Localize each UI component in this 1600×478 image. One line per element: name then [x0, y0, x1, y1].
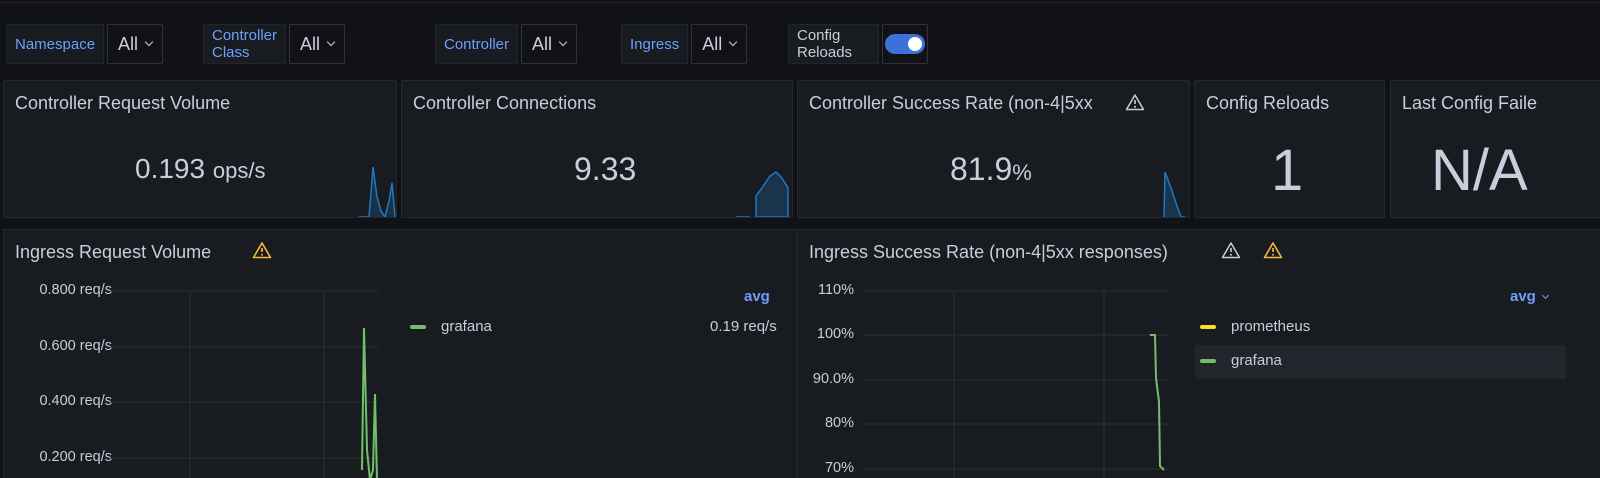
panel-title: Controller Connections — [413, 93, 597, 113]
warning-icon[interactable] — [252, 241, 272, 259]
sparkline — [736, 171, 789, 217]
legend-value: 0.19 req/s — [710, 318, 777, 335]
legend-item-prometheus[interactable]: prometheus — [1200, 318, 1310, 335]
chevron-down-icon — [144, 37, 154, 47]
panel-title: Ingress Success Rate (non-4|5xx response… — [809, 242, 1168, 262]
y-tick-label: 100% — [816, 326, 854, 342]
stat-number: 9.33 — [574, 151, 637, 187]
last-config-failed-panel[interactable]: Last Config Faile N/A — [1390, 80, 1600, 218]
legend-calc-header[interactable]: avg — [744, 288, 770, 305]
panel-title: Last Config Faile — [1402, 93, 1538, 113]
chevron-down-icon — [1541, 291, 1549, 299]
controller-variable: Controller All — [435, 24, 578, 64]
stat-value: 81.9% — [950, 151, 1032, 188]
namespace-label: Namespace — [6, 24, 105, 64]
namespace-select[interactable]: All — [107, 24, 164, 64]
controller-connections-panel[interactable]: Controller Connections 9.33 — [401, 80, 793, 218]
warning-outline-icon[interactable] — [1125, 93, 1145, 111]
controller-class-select[interactable]: All — [289, 24, 346, 64]
warning-icon[interactable] — [1263, 241, 1283, 259]
panel-title: Controller Request Volume — [15, 93, 231, 113]
ingress-select[interactable]: All — [691, 24, 748, 64]
config-reloads-variable: Config Reloads — [788, 24, 929, 64]
ingress-request-volume-plot — [110, 290, 379, 478]
controller-class-label: Controller Class — [203, 24, 287, 64]
config-reloads-panel[interactable]: Config Reloads 1 — [1194, 80, 1385, 218]
stat-unit: % — [1012, 160, 1032, 185]
y-tick-label: 90.0% — [812, 371, 854, 387]
controller-class-variable: Controller Class All — [203, 24, 346, 64]
controller-request-volume-panel[interactable]: Controller Request Volume 0.193 ops/s — [3, 80, 397, 218]
panel-title: Config Reloads — [1206, 93, 1330, 113]
config-reloads-toggle-wrap — [881, 24, 929, 64]
panel-title: Ingress Request Volume — [15, 242, 212, 262]
ingress-variable: Ingress All — [621, 24, 748, 64]
ingress-label: Ingress — [621, 24, 689, 64]
warning-outline-icon[interactable] — [1221, 241, 1241, 259]
y-tick-label: 0.400 req/s — [39, 393, 112, 409]
toggle-knob — [907, 37, 922, 51]
sparkline — [359, 166, 396, 217]
y-tick-label: 0.800 req/s — [39, 282, 112, 298]
controller-class-value: All — [300, 33, 321, 54]
legend-swatch — [1200, 358, 1216, 363]
y-tick-label: 110% — [817, 282, 854, 298]
legend-label: prometheus — [1231, 318, 1311, 335]
legend-item-grafana[interactable]: grafana — [410, 318, 492, 335]
ingress-success-rate-plot — [864, 290, 1168, 478]
config-reloads-toggle[interactable] — [884, 34, 925, 54]
legend-item-grafana[interactable]: grafana — [1200, 352, 1282, 369]
stat-unit: ops/s — [212, 158, 266, 183]
config-reloads-label: Config Reloads — [788, 24, 879, 64]
y-tick-label: 80% — [824, 415, 854, 431]
ingress-request-volume-panel[interactable]: Ingress Request Volume 0.800 req/s 0.600… — [3, 229, 803, 478]
controller-select[interactable]: All — [521, 24, 578, 64]
stat-number: 1 — [1271, 138, 1304, 203]
y-tick-label: 70% — [824, 460, 854, 476]
legend-calc-header[interactable]: avg — [1510, 288, 1549, 305]
sparkline — [1163, 171, 1185, 217]
legend-label: grafana — [441, 318, 492, 335]
y-tick-label: 0.200 req/s — [39, 449, 112, 465]
stat-number: 81.9 — [950, 151, 1013, 187]
stat-number: 0.193 — [135, 153, 206, 184]
chevron-down-icon — [326, 37, 336, 47]
chevron-down-icon — [558, 37, 568, 47]
namespace-variable: Namespace All — [6, 24, 164, 64]
chevron-down-icon — [728, 37, 738, 47]
legend-swatch — [410, 324, 426, 329]
legend-label: grafana — [1231, 352, 1282, 369]
stat-number: N/A — [1431, 138, 1528, 203]
legend-swatch — [1200, 324, 1216, 329]
legend-calc-label: avg — [1510, 288, 1536, 305]
controller-value: All — [532, 33, 553, 54]
ingress-value: All — [702, 33, 723, 54]
y-tick-label: 0.600 req/s — [39, 338, 112, 354]
panel-title: Controller Success Rate (non-4|5xx — [809, 93, 1093, 113]
controller-success-rate-panel[interactable]: Controller Success Rate (non-4|5xx 81.9% — [797, 80, 1190, 218]
top-divider — [0, 2, 1600, 3]
legend-row-highlight — [1195, 345, 1566, 379]
controller-label: Controller — [435, 24, 519, 64]
ingress-success-rate-panel[interactable]: Ingress Success Rate (non-4|5xx response… — [797, 229, 1600, 478]
stat-value: 0.193 ops/s — [135, 153, 265, 185]
namespace-value: All — [118, 33, 139, 54]
